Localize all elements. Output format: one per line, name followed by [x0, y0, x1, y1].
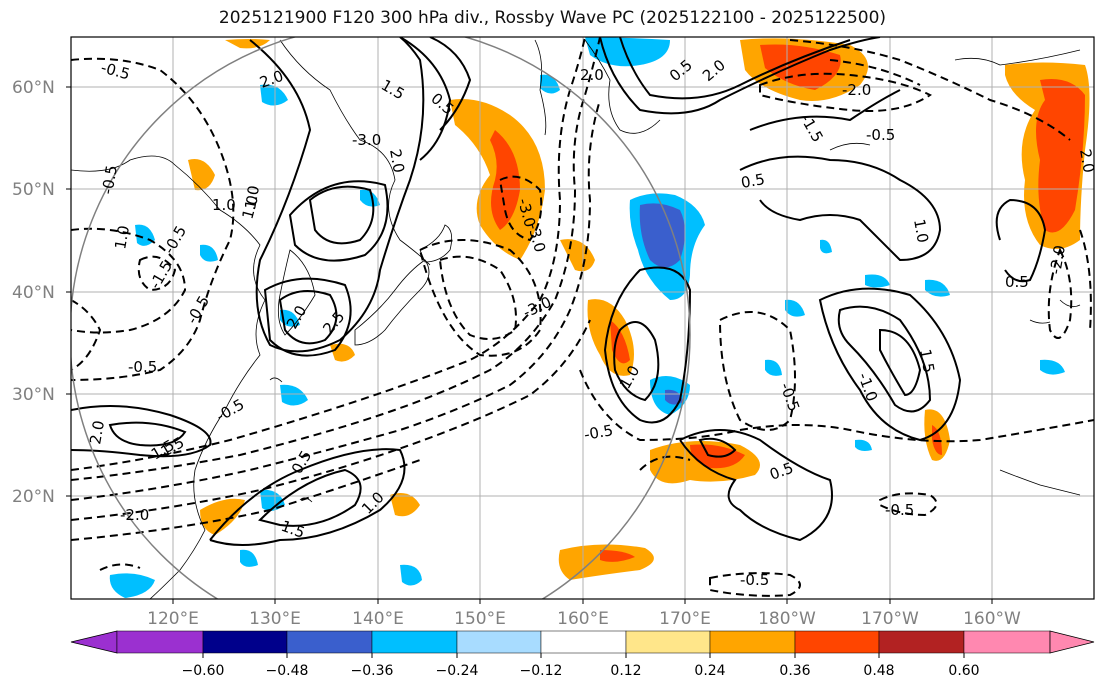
negative-anomaly-shading [109, 37, 1065, 598]
colorbar-segment [116, 630, 204, 654]
contour-label: 2.0 [580, 66, 604, 84]
positive-anomaly-shading [188, 38, 1090, 580]
contour-label: -0.5 [98, 164, 121, 196]
lat-label-30n: 30°N [12, 385, 55, 405]
colorbar-tick-label: 0.12 [610, 663, 641, 679]
colorbar-tick-label: −0.60 [182, 663, 225, 679]
colorbar-tick-label: −0.36 [351, 663, 394, 679]
contour-label: -0.5 [866, 126, 895, 144]
contour-label: -2.0 [1046, 244, 1069, 276]
contour-label: 1.0 [212, 196, 236, 214]
negative-contours [71, 37, 1094, 597]
lat-label-50n: 50°N [12, 180, 55, 200]
longitude-labels: 120°E 130°E 140°E 150°E 160°E 170°E 180°… [147, 609, 1021, 629]
colorbar-tick-label: 0.60 [948, 663, 979, 679]
contour-label: 1.0 [238, 193, 262, 221]
lat-label-60n: 60°N [12, 78, 55, 98]
contour-label: 1.0 [241, 184, 263, 211]
lat-label-20n: 20°N [12, 487, 55, 507]
map-title: 2025121900 F120 300 hPa div., Rossby Wav… [218, 8, 887, 28]
colorbar-tick-label: −0.48 [266, 663, 309, 679]
contour-label: -0.5 [885, 501, 914, 519]
axis-ticks [66, 86, 993, 604]
colorbar-segment [540, 630, 627, 654]
lon-label-160e: 160°E [557, 609, 609, 629]
colorbar-segment [625, 630, 711, 654]
lon-label-150e: 150°E [454, 609, 506, 629]
colorbar-max-extend [1049, 630, 1095, 654]
contour-label: 1.0 [910, 218, 932, 245]
lon-label-170w: 170°W [861, 609, 919, 629]
reference-circle [71, 37, 691, 599]
contour-label: 0.5 [1005, 273, 1029, 291]
colorbar-segment [794, 630, 880, 654]
colorbar-segment [371, 630, 458, 654]
lon-label-140e: 140°E [352, 609, 404, 629]
contour-label: -0.5 [583, 421, 615, 444]
contour-label: -3.0 [352, 131, 381, 149]
coastlines [71, 39, 1081, 599]
contour-label: 1.0 [111, 224, 133, 251]
colorbar: −0.60 −0.48 −0.36 −0.24 −0.12 0.12 0.24 … [70, 630, 1095, 679]
colorbar-segment [963, 630, 1051, 654]
colorbar-segment [709, 630, 796, 654]
colorbar-tick-label: −0.12 [520, 663, 563, 679]
colorbar-segment [878, 630, 965, 654]
colorbar-segment [202, 630, 288, 654]
latitude-labels: 60°N 50°N 40°N 30°N 20°N [12, 78, 55, 507]
lon-label-120e: 120°E [147, 609, 199, 629]
contour-label: 2.0 [386, 148, 408, 175]
lon-label-170e: 170°E [659, 609, 711, 629]
lon-label-160w: 160°W [963, 609, 1021, 629]
contour-label: 1.5 [916, 348, 938, 375]
lon-label-180w: 180°W [758, 609, 816, 629]
colorbar-tick-label: 0.24 [694, 663, 725, 679]
contour-label: -2.0 [842, 81, 871, 99]
lon-label-130e: 130°E [249, 609, 301, 629]
contour-label: 2.0 [1076, 148, 1098, 175]
colorbar-segment [456, 630, 542, 654]
positive-contours [71, 37, 1047, 546]
colorbar-tick-label: 0.48 [863, 663, 894, 679]
lat-label-40n: 40°N [12, 283, 55, 303]
contour-label: -0.5 [128, 358, 157, 376]
lat-lon-grid [71, 37, 1094, 599]
colorbar-tick-label: 0.36 [779, 663, 810, 679]
contour-label: -0.5 [740, 571, 769, 589]
colorbar-tick-label: −0.24 [436, 663, 479, 679]
contour-label: -2.0 [120, 506, 149, 524]
colorbar-min-extend [70, 630, 118, 654]
contour-label: 2.0 [86, 419, 108, 446]
contour-label: 0.5 [740, 170, 767, 192]
colorbar-segment [286, 630, 373, 654]
